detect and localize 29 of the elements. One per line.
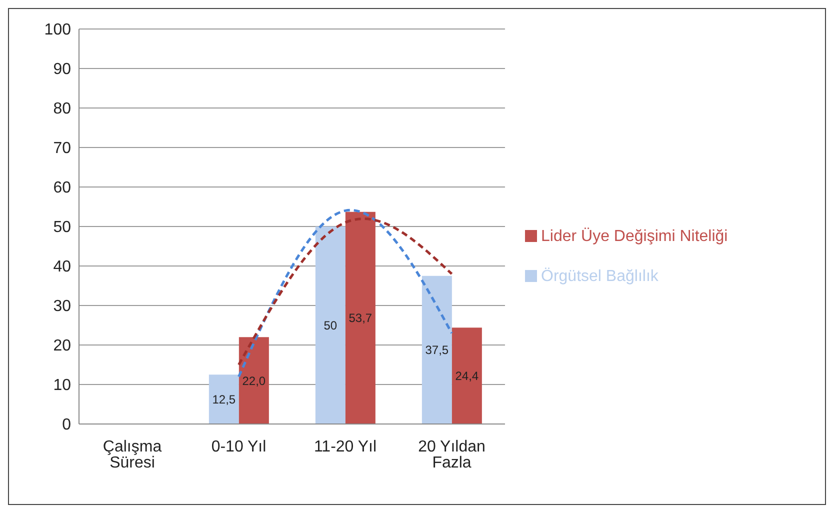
legend-label: Örgütsel Bağlılık xyxy=(541,268,658,284)
y-tick-label: 100 xyxy=(44,22,72,39)
y-tick-label: 60 xyxy=(53,180,72,197)
y-tick-label: 50 xyxy=(53,219,72,236)
y-tick-label: 0 xyxy=(62,416,72,434)
bar xyxy=(345,212,376,424)
bar xyxy=(452,328,482,424)
y-tick-label: 10 xyxy=(53,377,72,394)
y-tick-label: 40 xyxy=(53,258,72,276)
y-tick-label: 20 xyxy=(53,338,72,355)
data-label: 50 xyxy=(324,318,338,333)
y-tick-label: 70 xyxy=(53,140,72,158)
y-tick-label: 80 xyxy=(53,100,72,118)
legend-label: Lider Üye Değişimi Niteliği xyxy=(541,228,728,244)
x-tick-label: 0-10 Yıl xyxy=(211,438,266,456)
bar xyxy=(422,276,452,424)
data-label: 22,0 xyxy=(242,374,266,388)
x-tick-label: 20 Yıldan Fazla xyxy=(418,438,486,472)
x-tick-label: 11-20 Yıl xyxy=(314,438,377,456)
bar xyxy=(315,226,346,424)
data-label: 24,4 xyxy=(455,369,479,384)
data-label: 53,7 xyxy=(348,311,372,326)
bar xyxy=(208,374,239,424)
data-label: 12,5 xyxy=(212,392,236,407)
bar xyxy=(238,337,269,424)
y-tick-label: 30 xyxy=(53,298,72,316)
y-tick-label: 90 xyxy=(53,61,72,78)
x-tick-label: Çalışma Süresi xyxy=(102,438,162,472)
data-label: 37,5 xyxy=(425,343,449,358)
